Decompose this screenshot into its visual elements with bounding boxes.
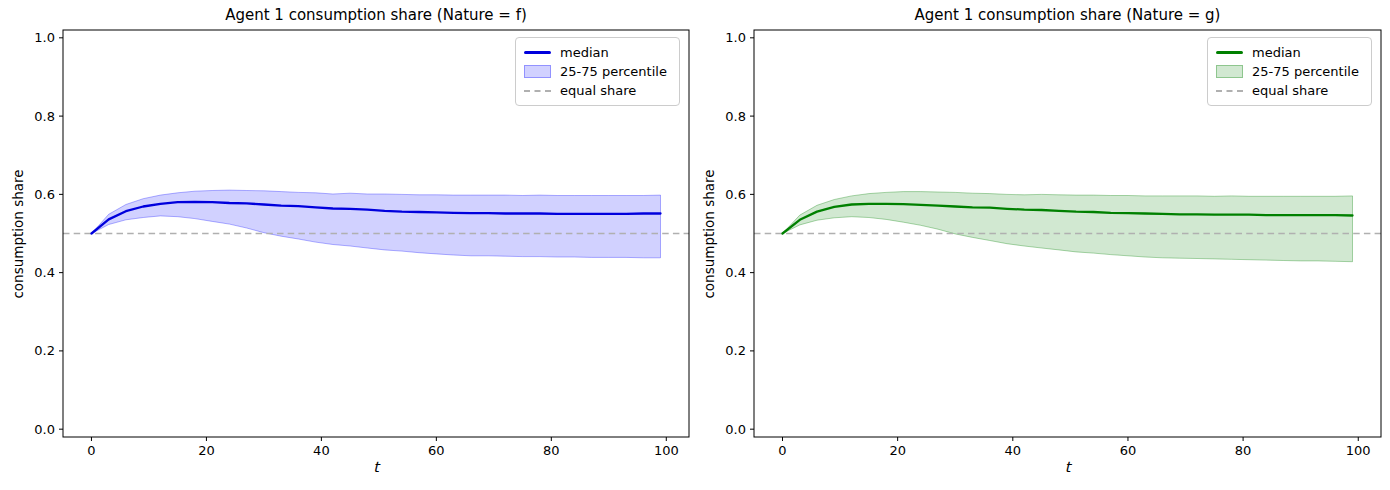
x-tick-label: 60: [1120, 443, 1137, 458]
x-axis-label: t: [63, 459, 689, 475]
x-tick-label: 0: [778, 443, 786, 458]
legend: median 25-75 percentile equal share: [1207, 37, 1372, 106]
x-tick-label: 100: [1346, 443, 1371, 458]
subplot-nature-g: 0 20 40 60 80 100 0.0 0.2 0.4 0.6 0.8 1.0 Agent 1 c…: [695, 0, 1390, 490]
y-tick-label: 0.0: [34, 422, 55, 437]
percentile-band-swatch-icon: [524, 65, 551, 78]
y-tick-label: 1.0: [34, 30, 55, 45]
x-axis-label: t: [754, 459, 1381, 475]
y-tick-label: 0.6: [34, 187, 55, 202]
legend-label: median: [560, 45, 609, 60]
legend: median 25-75 percentile equal share: [515, 37, 680, 106]
x-tick-label: 40: [313, 443, 330, 458]
equal-share-swatch-icon: [1216, 90, 1243, 92]
legend-item-median: median: [1216, 43, 1363, 62]
legend-label: 25-75 percentile: [560, 64, 667, 79]
legend-item-equal-share: equal share: [1216, 81, 1363, 100]
x-tick-label: 80: [1235, 443, 1252, 458]
y-tick-label: 0.8: [725, 109, 746, 124]
y-tick-label: 0.4: [725, 265, 746, 280]
equal-share-swatch-icon: [524, 90, 551, 92]
figure: 0 20 40 60 80 100 0.0 0.2 0.4 0.6 0.8 1.0 Agent 1 c…: [0, 0, 1390, 490]
y-tick-label: 0.4: [34, 265, 55, 280]
legend-label: equal share: [1252, 83, 1328, 98]
subplot-nature-f: 0 20 40 60 80 100 0.0 0.2 0.4 0.6 0.8 1.0 Agent 1 c…: [0, 0, 695, 490]
x-tick-label: 40: [1005, 443, 1022, 458]
y-tick-label: 0.2: [725, 343, 746, 358]
x-tick-label: 20: [889, 443, 906, 458]
y-tick-label: 0.8: [34, 109, 55, 124]
plot-title: Agent 1 consumption share (Nature = f): [63, 6, 689, 24]
y-axis-label: consumption share: [701, 169, 717, 298]
y-tick-label: 0.2: [34, 343, 55, 358]
x-tick-label: 20: [198, 443, 215, 458]
median-line-swatch-icon: [524, 51, 551, 54]
legend-item-equal-share: equal share: [524, 81, 671, 100]
y-axis-label: consumption share: [10, 169, 26, 298]
y-tick-label: 0.6: [725, 187, 746, 202]
percentile-band: [92, 190, 661, 258]
legend-label: equal share: [560, 83, 636, 98]
legend-label: 25-75 percentile: [1252, 64, 1359, 79]
legend-item-median: median: [524, 43, 671, 62]
y-tick-label: 0.0: [725, 422, 746, 437]
x-tick-label: 0: [87, 443, 95, 458]
percentile-band: [783, 192, 1353, 262]
x-tick-label: 80: [543, 443, 560, 458]
plot-title: Agent 1 consumption share (Nature = g): [754, 6, 1381, 24]
y-tick-label: 1.0: [725, 30, 746, 45]
legend-label: median: [1252, 45, 1301, 60]
x-tick-label: 60: [428, 443, 445, 458]
median-line-swatch-icon: [1216, 51, 1243, 54]
legend-item-percentile-band: 25-75 percentile: [1216, 62, 1363, 81]
legend-item-percentile-band: 25-75 percentile: [524, 62, 671, 81]
x-tick-label: 100: [654, 443, 679, 458]
percentile-band-swatch-icon: [1216, 65, 1243, 78]
